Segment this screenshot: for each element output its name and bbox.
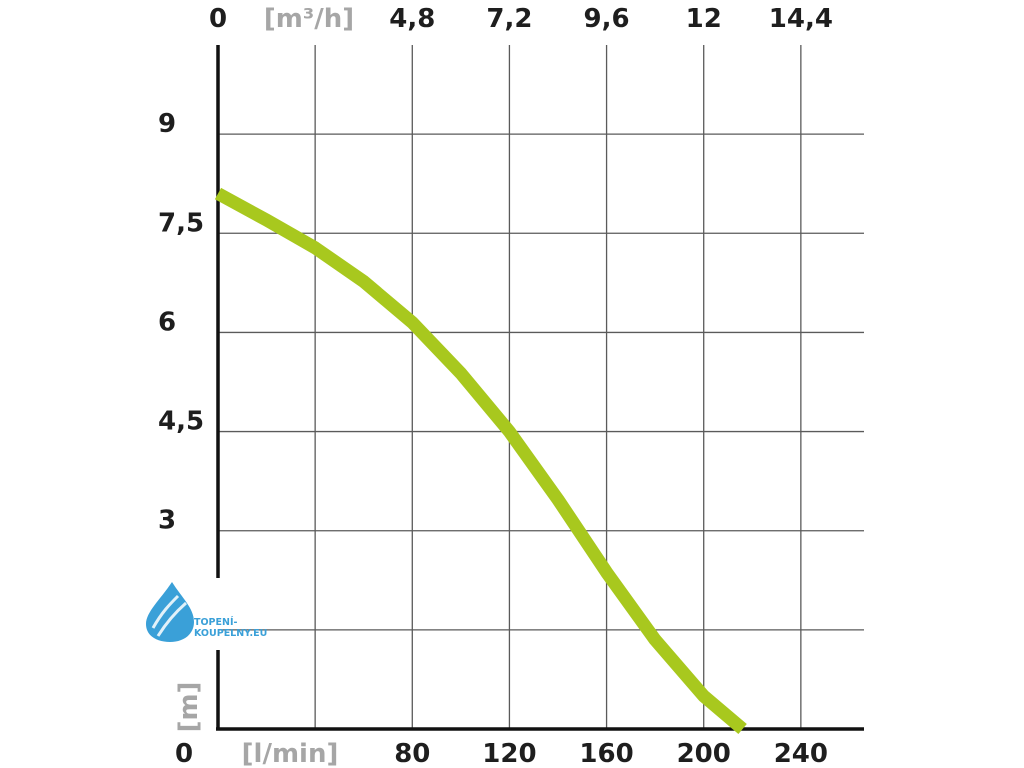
x-axis-tick-label: 0 bbox=[175, 739, 193, 768]
y-axis-tick-label: 3 bbox=[158, 506, 176, 536]
grid bbox=[218, 45, 864, 729]
x2-axis-tick-label: 0 bbox=[209, 4, 227, 34]
x-axis-unit-label: [l/min] bbox=[242, 739, 339, 768]
site-logo: TOPENÍ- KOUPELNY.EU bbox=[146, 582, 267, 642]
x2-axis-tick-label: 14,4 bbox=[769, 4, 833, 34]
logo-text-line1: TOPENÍ- bbox=[194, 616, 237, 628]
water-drop-icon bbox=[146, 582, 194, 642]
curve-layer bbox=[214, 187, 747, 734]
x-axis-tick-label: 240 bbox=[774, 739, 828, 768]
logo-text-line2: KOUPELNY.EU bbox=[194, 628, 267, 639]
y-axis-tick-label: 4,5 bbox=[158, 407, 204, 437]
x2-axis-tick-label: 7,2 bbox=[486, 4, 532, 34]
x2-axis-tick-label: 9,6 bbox=[584, 4, 630, 34]
y-axis-tick-label: 9 bbox=[158, 109, 176, 139]
x2-axis-tick-label: 4,8 bbox=[389, 4, 435, 34]
tick-labels: 0 80 120 160 200 240 0 4,8 7,2 9,6 12 14,4 3 4,5 6 7,5 9 bbox=[158, 4, 833, 768]
x-axis-tick-label: 80 bbox=[394, 739, 430, 768]
y-axis-tick-label: 7,5 bbox=[158, 208, 204, 238]
y-axis-tick-label: 6 bbox=[158, 307, 176, 337]
x2-axis-tick-label: 12 bbox=[686, 4, 722, 34]
x-axis-tick-label: 200 bbox=[677, 739, 731, 768]
x2-axis-unit-label: [m³/h] bbox=[264, 4, 354, 34]
performance-curve-line bbox=[214, 187, 747, 734]
axes bbox=[216, 45, 864, 731]
y-axis-unit-label: [m] bbox=[174, 682, 204, 733]
x-axis-tick-label: 160 bbox=[579, 739, 633, 768]
x-axis-tick-label: 120 bbox=[482, 739, 536, 768]
